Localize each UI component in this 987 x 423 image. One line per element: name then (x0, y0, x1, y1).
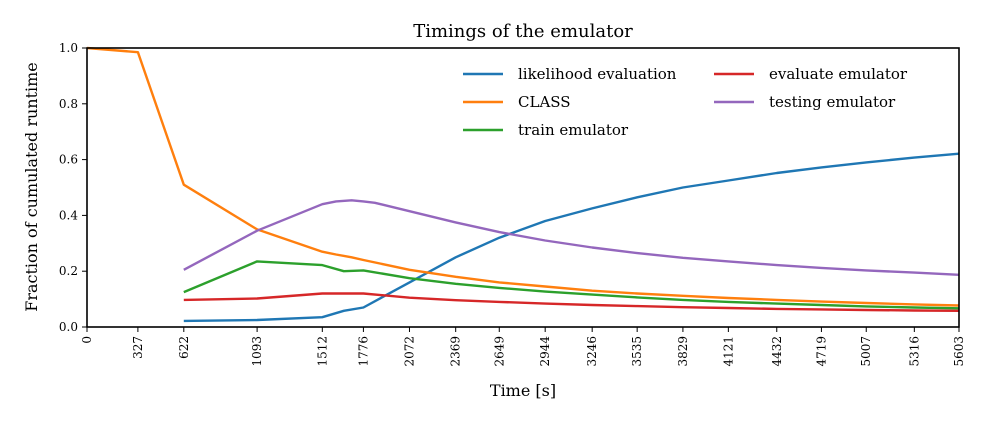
plot-marks (86, 46, 960, 323)
series-line-testing-emulator (183, 199, 960, 276)
legend-label: likelihood evaluation (518, 65, 677, 83)
x-tick-label: 2369 (449, 336, 463, 367)
x-tick-label: 2944 (538, 336, 552, 367)
x-tick-label: 2649 (492, 336, 506, 367)
x-tick-label: 4719 (814, 336, 828, 367)
y-tick-label: 0.2 (59, 264, 78, 278)
x-tick-label: 3246 (585, 336, 599, 367)
y-tick-label: 0.0 (59, 320, 78, 334)
x-tick-label: 1512 (315, 336, 329, 367)
chart-title: Timings of the emulator (413, 21, 633, 42)
x-tick-label: 5007 (859, 336, 873, 367)
legend-label: evaluate emulator (769, 65, 908, 83)
x-tick-label: 1093 (250, 336, 264, 367)
x-tick-label: 3829 (676, 336, 690, 367)
legend-label: CLASS (518, 93, 571, 111)
y-tick-label: 0.4 (59, 208, 78, 222)
x-tick-label: 4432 (770, 336, 784, 367)
y-axis: 0.0 0.2 0.4 0.6 0.8 1.0 (59, 41, 87, 334)
x-tick-label: 1776 (356, 336, 370, 367)
legend: likelihood evaluation CLASS train emulator… (463, 65, 908, 139)
x-tick-label: 2072 (402, 336, 416, 367)
series-line-likelihood-evaluation (183, 152, 960, 323)
x-axis: 0 327 622 1093 1512 1776 2072 2369 2649 2944 3246 3… (80, 327, 966, 367)
y-axis-label: Fraction of cumulated runtime (22, 62, 41, 312)
plot-frame (86, 47, 960, 328)
y-tick-label: 0.8 (59, 97, 78, 111)
legend-label: train emulator (518, 121, 629, 139)
series-line-evaluate-emulator (183, 292, 960, 312)
x-tick-label: 4121 (721, 336, 735, 367)
x-tick-label: 327 (131, 336, 145, 359)
x-tick-label: 622 (177, 336, 191, 359)
series-line-train-emulator (183, 260, 960, 310)
x-tick-label: 3535 (630, 336, 644, 367)
x-axis-label: Time [s] (490, 381, 556, 400)
legend-label: testing emulator (769, 93, 896, 111)
y-tick-label: 1.0 (59, 41, 78, 55)
x-tick-label: 5603 (952, 336, 966, 367)
series-line-CLASS (86, 46, 960, 307)
y-tick-label: 0.6 (59, 153, 78, 167)
x-tick-label: 5316 (907, 336, 921, 367)
x-tick-label: 0 (80, 336, 94, 344)
